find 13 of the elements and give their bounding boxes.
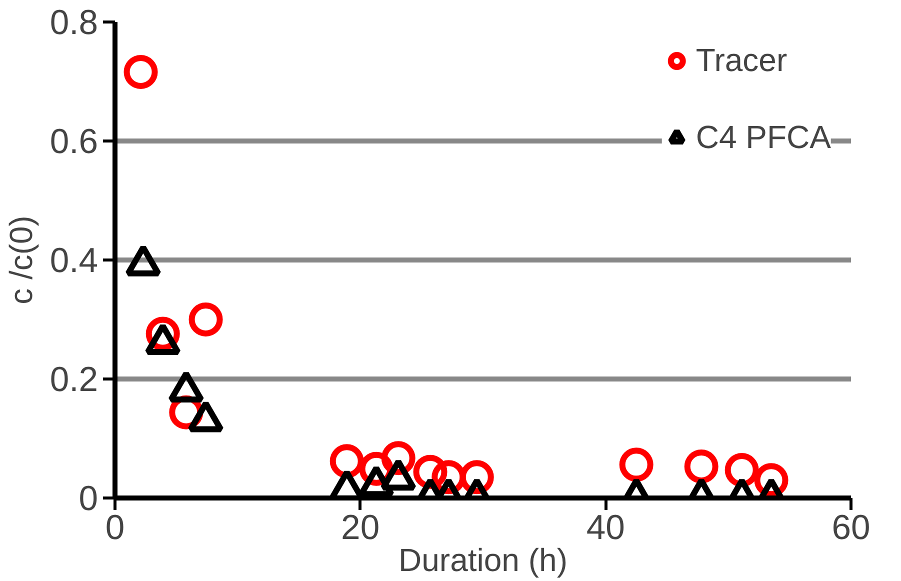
x-tick-label: 40 xyxy=(586,509,625,547)
legend-label: C4 PFCA xyxy=(696,119,831,156)
x-axis-title: Duration (h) xyxy=(398,542,568,578)
y-tick-label: 0.6 xyxy=(50,123,98,161)
legend-label: Tracer xyxy=(696,42,788,79)
y-tick-label: 0.4 xyxy=(50,242,98,280)
x-tick-label: 20 xyxy=(341,509,380,547)
y-tick-label: 0.8 xyxy=(50,4,98,42)
y-axis-title: c /c(0) xyxy=(2,216,39,304)
y-tick-label: 0.2 xyxy=(50,361,98,399)
x-tick-label: 0 xyxy=(105,509,125,547)
x-tick-label: 60 xyxy=(832,509,870,547)
y-tick-label: 0 xyxy=(78,480,98,518)
